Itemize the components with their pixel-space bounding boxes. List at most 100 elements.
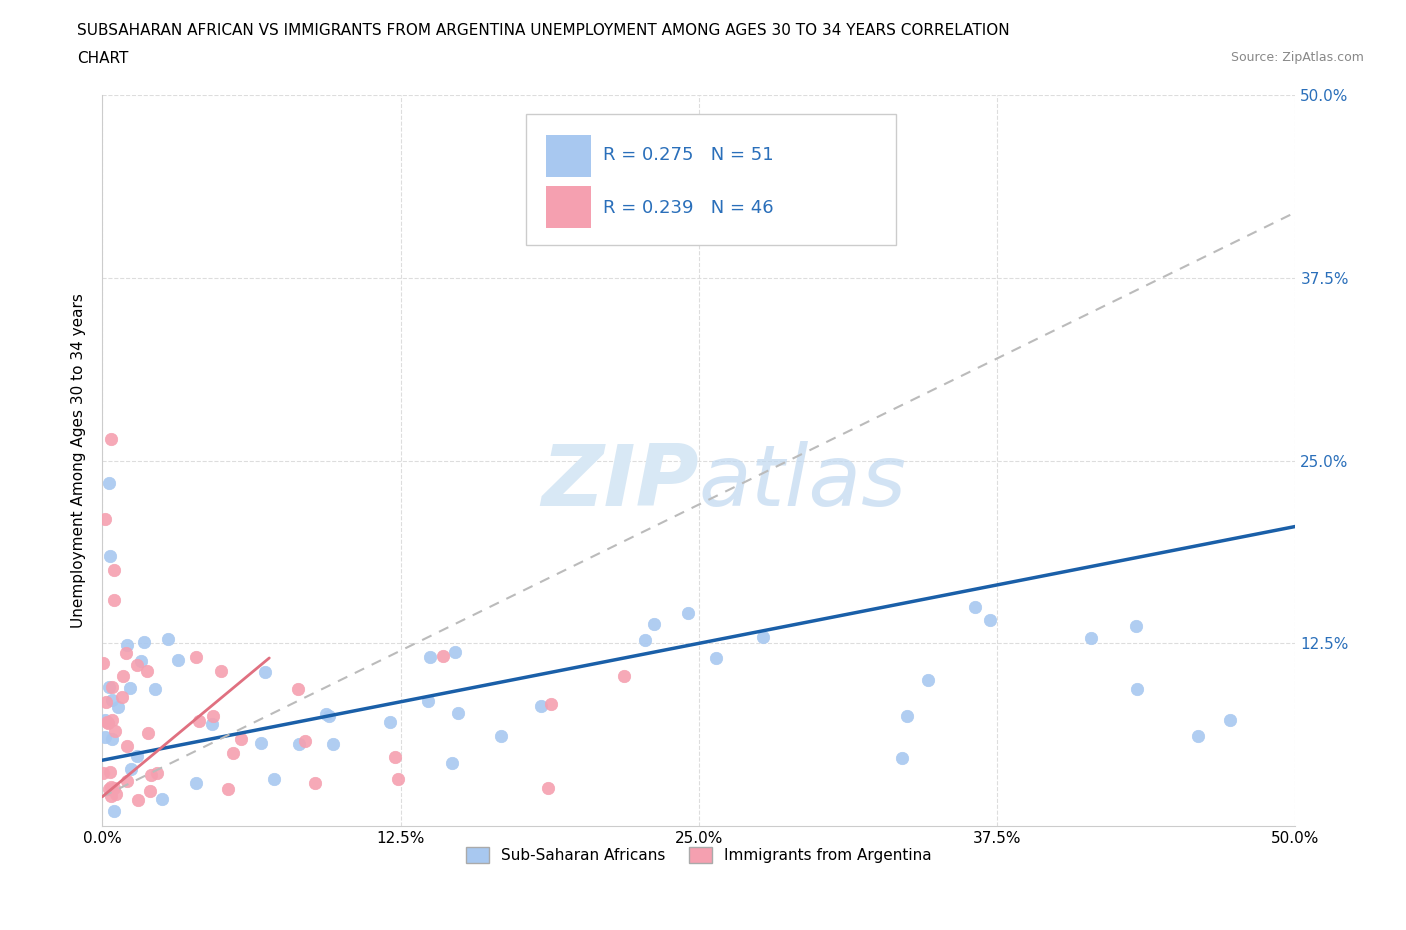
Point: [105, 787, 128, 802]
Point: [129, 654, 152, 669]
Point: [1125, 618, 1147, 633]
Point: [150, 791, 173, 806]
Point: [98, 782, 121, 797]
Point: [288, 737, 311, 751]
Point: [146, 766, 169, 781]
Point: [304, 776, 326, 790]
Point: [704, 650, 727, 665]
Point: [384, 750, 406, 764]
Point: [432, 648, 454, 663]
Point: [98, 764, 121, 779]
Point: [98, 680, 121, 695]
Point: [287, 682, 309, 697]
Point: [120, 681, 142, 696]
Text: CHART: CHART: [77, 51, 129, 66]
Point: [419, 649, 441, 664]
Point: [1187, 728, 1209, 743]
Point: [979, 613, 1001, 628]
Point: [101, 712, 124, 727]
Text: Source: ZipAtlas.com: Source: ZipAtlas.com: [1230, 51, 1364, 64]
Point: [94, 512, 117, 526]
Point: [127, 792, 149, 807]
Point: [418, 694, 440, 709]
Point: [1080, 631, 1102, 646]
FancyBboxPatch shape: [526, 113, 896, 246]
Y-axis label: Unemployment Among Ages 30 to 34 years: Unemployment Among Ages 30 to 34 years: [72, 293, 86, 628]
Point: [201, 709, 224, 724]
Point: [254, 665, 277, 680]
Point: [107, 700, 129, 715]
Point: [1126, 682, 1149, 697]
Point: [115, 738, 138, 753]
Point: [139, 783, 162, 798]
Point: [143, 682, 166, 697]
Point: [209, 664, 232, 679]
Point: [489, 728, 512, 743]
Point: [94, 730, 117, 745]
Point: [1219, 712, 1241, 727]
Point: [231, 731, 253, 746]
Point: [540, 697, 562, 711]
Point: [157, 631, 180, 646]
Point: [315, 707, 337, 722]
Point: [634, 632, 657, 647]
Point: [222, 745, 245, 760]
Point: [263, 772, 285, 787]
Point: [97, 716, 120, 731]
Point: [443, 644, 465, 659]
Point: [94, 712, 117, 727]
Point: [103, 563, 125, 578]
Point: [125, 658, 148, 672]
Point: [125, 749, 148, 764]
Point: [104, 724, 127, 738]
Point: [167, 653, 190, 668]
Point: [120, 762, 142, 777]
Text: R = 0.239   N = 46: R = 0.239 N = 46: [603, 199, 773, 217]
Point: [115, 773, 138, 788]
Point: [643, 617, 665, 631]
Point: [318, 709, 340, 724]
Point: [676, 605, 699, 620]
Text: R = 0.275   N = 51: R = 0.275 N = 51: [603, 146, 773, 165]
Point: [100, 731, 122, 746]
Point: [378, 715, 401, 730]
Point: [752, 630, 775, 644]
Point: [91, 655, 114, 670]
Point: [891, 751, 914, 765]
Point: [103, 780, 125, 795]
Point: [217, 782, 239, 797]
Point: [184, 650, 207, 665]
Point: [537, 781, 560, 796]
FancyBboxPatch shape: [546, 135, 592, 178]
Point: [103, 804, 125, 818]
Point: [322, 737, 344, 751]
Point: [103, 592, 125, 607]
FancyBboxPatch shape: [546, 186, 592, 229]
Legend: Sub-Saharan Africans, Immigrants from Argentina: Sub-Saharan Africans, Immigrants from Ar…: [460, 842, 938, 870]
Point: [963, 600, 986, 615]
Point: [441, 755, 464, 770]
Point: [96, 714, 118, 729]
Point: [100, 788, 122, 803]
Text: atlas: atlas: [699, 441, 907, 525]
Point: [114, 645, 136, 660]
Point: [530, 698, 553, 713]
Text: ZIP: ZIP: [541, 441, 699, 525]
Point: [112, 669, 135, 684]
Text: SUBSAHARAN AFRICAN VS IMMIGRANTS FROM ARGENTINA UNEMPLOYMENT AMONG AGES 30 TO 34: SUBSAHARAN AFRICAN VS IMMIGRANTS FROM AR…: [77, 23, 1010, 38]
Point: [100, 432, 122, 446]
Point: [136, 663, 159, 678]
Point: [187, 713, 209, 728]
Point: [917, 672, 939, 687]
Point: [139, 767, 162, 782]
Point: [250, 735, 273, 750]
Point: [447, 705, 470, 720]
Point: [201, 717, 224, 732]
Point: [91, 765, 114, 780]
Point: [613, 669, 636, 684]
Point: [101, 693, 124, 708]
Point: [111, 689, 134, 704]
Point: [98, 549, 121, 564]
Point: [387, 772, 409, 787]
Point: [97, 475, 120, 490]
